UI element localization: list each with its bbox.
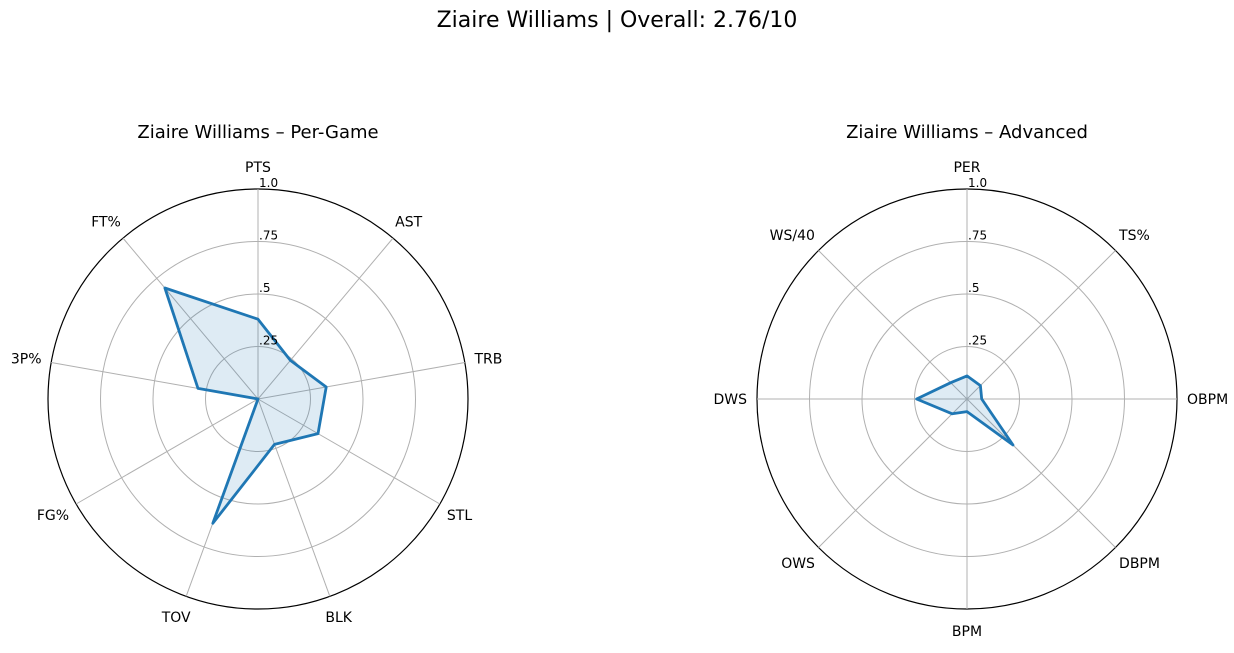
category-label: OBPM <box>1187 392 1228 408</box>
category-label: TOV <box>161 610 191 626</box>
category-label: TS% <box>1118 228 1150 244</box>
radial-gridline <box>809 241 1125 557</box>
category-label: FG% <box>37 508 69 524</box>
radial-gridline <box>861 293 1073 505</box>
category-label: STL <box>447 508 472 524</box>
angular-gridline <box>966 398 1116 548</box>
angular-gridline <box>257 362 465 400</box>
category-label: WS/40 <box>770 228 815 244</box>
radial-tick-label: .5 <box>259 281 270 295</box>
series-line <box>915 374 1015 447</box>
category-label: AST <box>395 214 422 230</box>
category-label: PER <box>953 160 980 176</box>
category-label: OWS <box>781 556 815 572</box>
angular-gridline <box>257 398 441 505</box>
category-label: DWS <box>713 392 747 408</box>
series-line <box>163 286 328 525</box>
angular-gridline <box>257 398 331 597</box>
angular-gridline <box>966 250 1116 400</box>
figure-title: Ziaire Williams | Overall: 2.76/10 <box>436 8 798 33</box>
chart-title: Ziaire Williams – Advanced <box>846 122 1088 143</box>
series-area <box>916 375 1013 445</box>
series-area <box>164 288 327 524</box>
category-label: 3P% <box>11 352 42 368</box>
radial-tick-label: 1.0 <box>968 176 987 190</box>
radial-gridline <box>914 346 1020 452</box>
radial-tick-label: .75 <box>968 229 987 243</box>
polar-spine <box>756 188 1178 610</box>
radial-tick-label: .25 <box>259 334 278 348</box>
category-label: BLK <box>325 610 352 626</box>
category-label: BPM <box>952 624 982 640</box>
angular-gridline <box>75 398 259 505</box>
chart-title: Ziaire Williams – Per-Game <box>137 122 378 143</box>
category-label: FT% <box>91 214 121 230</box>
category-label: DBPM <box>1119 556 1160 572</box>
category-label: TRB <box>473 352 502 368</box>
angular-gridline <box>818 250 968 400</box>
radial-tick-label: .25 <box>968 334 987 348</box>
category-label: PTS <box>245 160 271 176</box>
radial-tick-label: .75 <box>259 229 278 243</box>
angular-gridline <box>257 237 394 400</box>
angular-gridline <box>122 237 259 400</box>
radial-tick-label: .5 <box>968 281 979 295</box>
radial-tick-label: 1.0 <box>259 176 278 190</box>
radar-chart-per-game: Ziaire Williams – Per-Game .25 .5 .75 1.0PTS… <box>11 122 502 626</box>
angular-gridline <box>818 398 968 548</box>
